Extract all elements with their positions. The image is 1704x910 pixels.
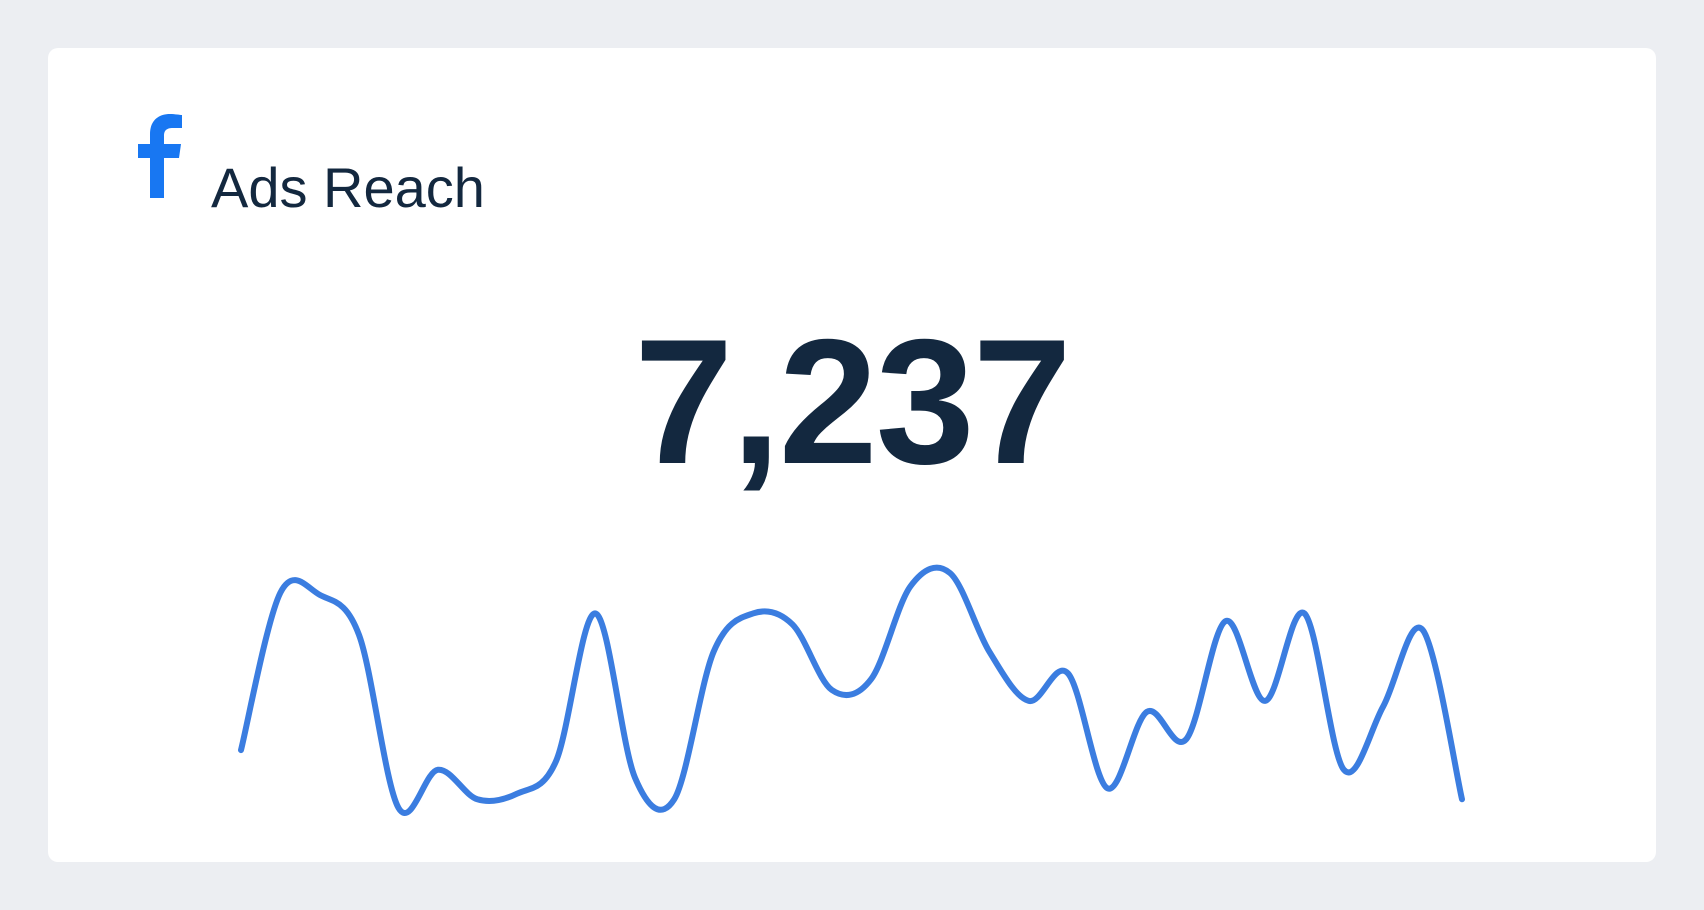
widget-card: Ads Reach 7,237 <box>48 48 1656 862</box>
sparkline-chart <box>238 564 1465 816</box>
widget-title: Ads Reach <box>211 156 485 219</box>
metric-value: 7,237 <box>634 302 1071 501</box>
facebook-icon <box>138 114 182 198</box>
sparkline <box>238 564 1465 816</box>
